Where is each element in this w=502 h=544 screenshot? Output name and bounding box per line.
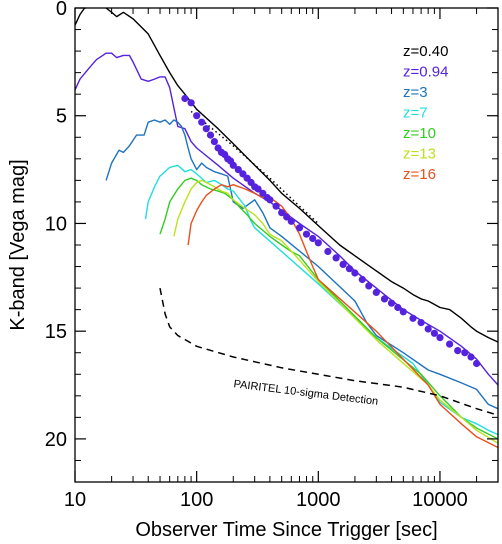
scatter-point bbox=[324, 247, 332, 256]
scatter-point bbox=[278, 209, 286, 217]
scatter-point bbox=[409, 314, 417, 322]
scatter-point bbox=[351, 269, 359, 277]
series-line-z-3 bbox=[105, 119, 498, 410]
scatter-point bbox=[387, 299, 396, 307]
scatter-point bbox=[309, 234, 317, 243]
series-line-z-7 bbox=[144, 164, 498, 436]
y-tick-label: 0 bbox=[56, 0, 67, 20]
legend-entry-z-7: z=7 bbox=[403, 105, 428, 122]
axes: 10 100 1000 10000 0 5 10 15 20 bbox=[45, 0, 499, 511]
scatter-point bbox=[234, 166, 242, 174]
scatter-point bbox=[229, 161, 237, 169]
detection-limit-annotation: PAIRITEL 10-sigma Detection bbox=[233, 378, 379, 408]
y-tick-label: 15 bbox=[45, 321, 67, 343]
legend-entry-z-0-40: z=0.40 bbox=[403, 43, 448, 60]
scatter-point bbox=[206, 131, 215, 139]
scatter-point bbox=[266, 196, 274, 204]
legend-entry-z-10: z=10 bbox=[403, 125, 436, 142]
x-tick-label: 100 bbox=[180, 489, 213, 511]
x-axis-title: Observer Time Since Trigger [sec] bbox=[135, 519, 437, 541]
x-tick-label: 10 bbox=[64, 489, 86, 511]
legend-entry-z-3: z=3 bbox=[403, 84, 428, 101]
series-line-z-16 bbox=[187, 184, 498, 449]
scatter-point bbox=[358, 275, 366, 284]
scatter-point bbox=[430, 329, 438, 337]
scatter-point bbox=[272, 202, 280, 210]
scatter-point bbox=[424, 325, 432, 333]
y-tick-label: 10 bbox=[45, 213, 67, 235]
y-tick-label: 20 bbox=[45, 429, 67, 451]
scatter-point bbox=[187, 99, 195, 107]
series-line-z-0-40 bbox=[75, 8, 498, 343]
scatter-point bbox=[454, 347, 462, 355]
series-line-dashed-8 bbox=[159, 287, 498, 416]
scatter-point bbox=[332, 254, 340, 262]
scatter-point bbox=[181, 94, 189, 103]
scatter-point bbox=[198, 118, 206, 126]
series-line-z-10 bbox=[159, 177, 498, 440]
scatter-point bbox=[283, 213, 291, 221]
scatter-point bbox=[287, 217, 295, 225]
scatter-point bbox=[345, 265, 353, 273]
scatter-point bbox=[254, 185, 262, 193]
x-tick-label: 10000 bbox=[412, 489, 468, 511]
scatter-point bbox=[372, 288, 380, 296]
scatter-point bbox=[202, 125, 210, 133]
series-line-dotted-7 bbox=[190, 110, 319, 225]
legend-entry-z-16: z=16 bbox=[403, 166, 436, 183]
scatter-point bbox=[210, 138, 218, 146]
scatter-point bbox=[461, 349, 469, 357]
scatter-point bbox=[436, 334, 444, 342]
scatter-point bbox=[394, 303, 402, 312]
legend-entry-z-0-94: z=0.94 bbox=[403, 64, 448, 81]
y-axis-title: K-band [Vega mag] bbox=[7, 159, 29, 330]
scatter-point bbox=[302, 230, 311, 238]
scatter-layer bbox=[181, 94, 481, 368]
scatter-point bbox=[417, 319, 425, 327]
scatter-point bbox=[259, 189, 267, 197]
scatter-point bbox=[314, 239, 322, 247]
y-tick-label: 5 bbox=[56, 106, 67, 128]
series-line-z-13 bbox=[173, 179, 498, 444]
annotation-layer: PAIRITEL 10-sigma Detection bbox=[233, 378, 379, 408]
scatter-point bbox=[467, 353, 475, 361]
series-layer bbox=[75, 8, 498, 449]
x-tick-label: 1000 bbox=[296, 489, 341, 511]
scatter-point bbox=[446, 340, 454, 348]
scatter-point bbox=[380, 295, 389, 303]
scatter-point bbox=[295, 224, 304, 232]
legend: z=0.40 z=0.94 z=3 z=7 z=10 z=13 z=16 bbox=[403, 43, 448, 183]
scatter-point bbox=[193, 112, 201, 120]
scatter-point bbox=[339, 260, 347, 268]
scatter-point bbox=[473, 359, 481, 368]
scatter-point bbox=[399, 308, 407, 316]
scatter-point bbox=[365, 282, 373, 290]
legend-entry-z-13: z=13 bbox=[403, 146, 436, 163]
